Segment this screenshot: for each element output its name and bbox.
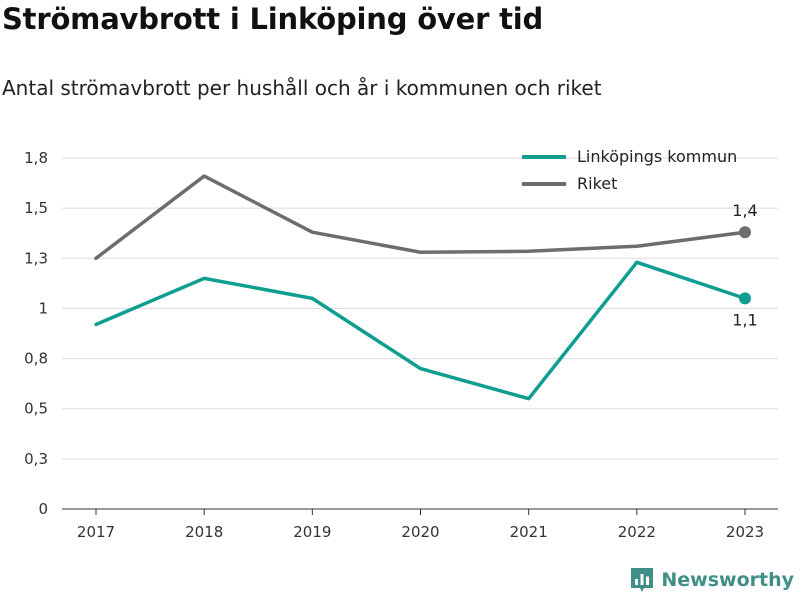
- series-lines: 1,1 1,4: [94, 174, 758, 401]
- brand-name: Newsworthy: [661, 569, 794, 591]
- page-title: Strömavbrott i Linköping över tid: [2, 2, 544, 36]
- y-tick-label: 1,8: [24, 149, 48, 167]
- y-tick-label: 0,8: [24, 350, 48, 368]
- legend-label: Linköpings kommun: [577, 147, 737, 166]
- y-tick-label: 1: [38, 299, 48, 317]
- series-0-line: [94, 260, 747, 401]
- x-tick-label: 2017: [77, 523, 115, 541]
- gridlines: [62, 157, 778, 460]
- axes: 0 0,3 0,5 0,8 1 1,3 1,5 1,8 2017 2018 2019 2020 2021…: [24, 149, 778, 541]
- legend-label: Riket: [577, 174, 617, 193]
- y-tick-label: 1,3: [24, 249, 48, 267]
- bar-chart-logo-icon: [631, 568, 654, 592]
- y-tick-label: 1,5: [24, 199, 48, 217]
- x-tick-label: 2020: [401, 523, 439, 541]
- legend: Linköpings kommun Riket: [522, 147, 737, 193]
- series-1-line: [94, 174, 747, 261]
- page-subtitle: Antal strömavbrott per hushåll och år i …: [2, 76, 602, 100]
- series-0-point: [739, 292, 751, 305]
- series-1-point: [739, 226, 751, 239]
- x-tick-label: 2023: [726, 523, 764, 541]
- y-tick-label: 0: [38, 500, 48, 518]
- brand-logo: Newsworthy: [629, 566, 794, 594]
- x-tick-label: 2019: [293, 523, 331, 541]
- x-tick-label: 2021: [510, 523, 548, 541]
- y-tick-label: 0,5: [24, 400, 48, 418]
- series-1-end-label: 1,4: [732, 201, 757, 220]
- x-tick-label: 2018: [185, 523, 223, 541]
- x-tick-label: 2022: [618, 523, 656, 541]
- series-0-end-label: 1,1: [732, 310, 757, 329]
- y-tick-label: 0,3: [24, 450, 48, 468]
